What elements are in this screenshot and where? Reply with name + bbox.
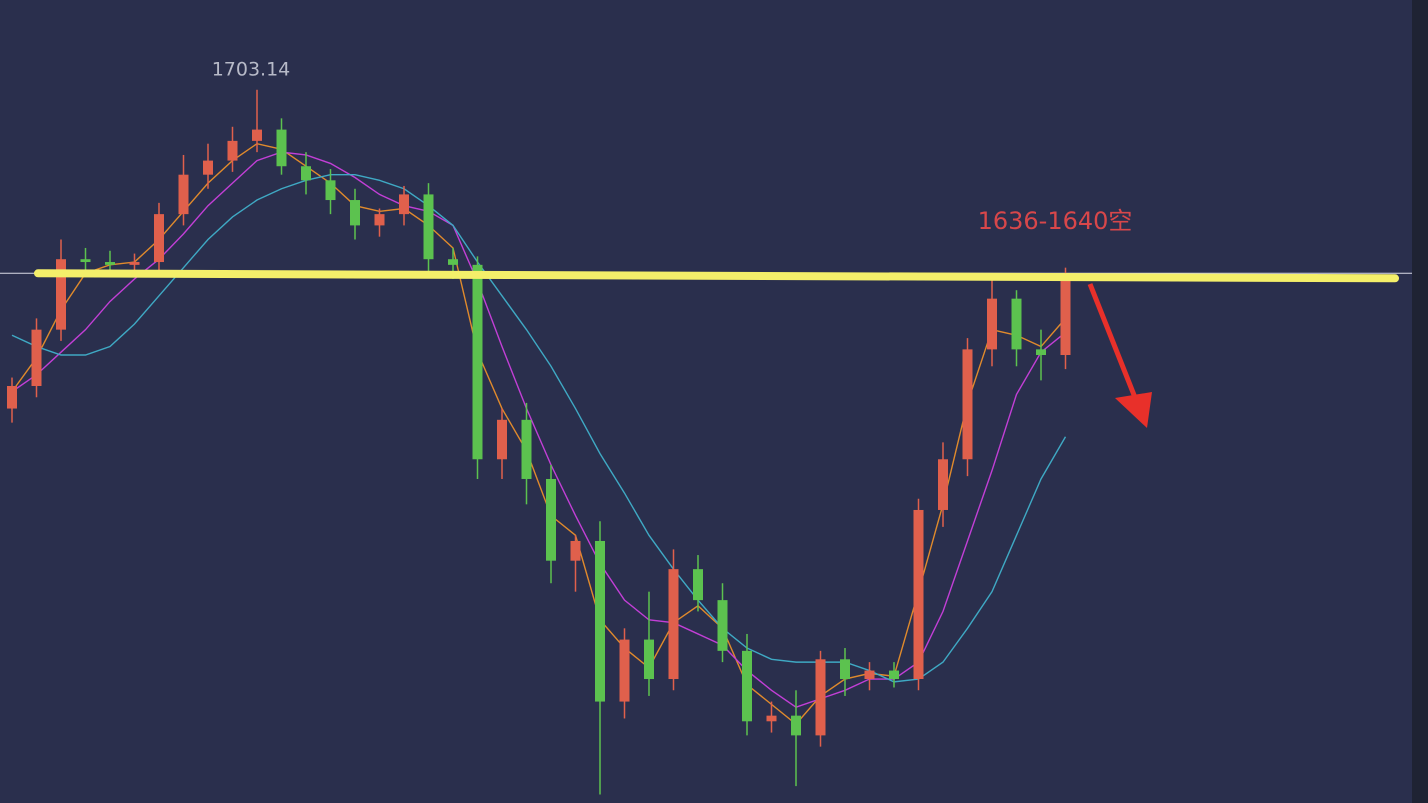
side-panel	[1412, 0, 1428, 803]
candle-body	[497, 419, 507, 460]
candle-body	[962, 349, 973, 460]
candle-body	[1036, 349, 1046, 356]
candle-body	[80, 259, 91, 263]
candle-body	[742, 650, 752, 722]
candle-body	[203, 160, 213, 175]
candle-body	[619, 639, 630, 702]
candle-body	[815, 659, 826, 736]
candle-body	[1011, 298, 1022, 350]
candle-body	[129, 262, 140, 265]
arrow-head	[1115, 392, 1152, 428]
candle-body	[717, 600, 728, 651]
candle-body	[1060, 278, 1071, 356]
candle-body	[595, 540, 605, 702]
candle-body	[693, 569, 703, 601]
moving-average	[11, 173, 1067, 683]
plot-area	[0, 89, 1412, 795]
candle-body	[448, 259, 458, 265]
candle-body	[987, 298, 997, 350]
resistance-line	[34, 269, 1399, 283]
candle-body	[546, 478, 556, 561]
candle-body	[31, 329, 42, 387]
candle-body	[938, 459, 948, 510]
candle-body	[178, 174, 189, 215]
candle-body	[889, 670, 899, 680]
candle-body	[374, 214, 385, 226]
candle-body	[325, 180, 336, 201]
candle-body	[227, 140, 238, 161]
candle-body	[56, 259, 66, 330]
candle-body	[154, 214, 164, 263]
annotation: 1636-1640空	[978, 207, 1133, 235]
high-label: 1703.14	[212, 58, 291, 80]
arrow-shaft	[1087, 283, 1139, 401]
candle-body	[350, 200, 360, 226]
candle-body	[472, 264, 483, 460]
candle-body	[766, 715, 777, 722]
candle-body	[276, 129, 287, 167]
candle-body	[791, 715, 801, 736]
candle-body	[864, 670, 875, 680]
candle-body	[913, 509, 924, 680]
candle-body	[399, 194, 409, 215]
candle-body	[423, 194, 434, 260]
candle-body	[105, 262, 115, 265]
candle-body	[252, 129, 262, 141]
candle-body	[840, 659, 850, 680]
candle-body	[301, 166, 311, 181]
candle-body	[668, 569, 679, 680]
candle-body	[7, 386, 17, 409]
candle-body	[521, 419, 532, 479]
arrow	[1087, 283, 1152, 428]
candle-body	[644, 639, 654, 680]
candle-body	[570, 540, 581, 561]
